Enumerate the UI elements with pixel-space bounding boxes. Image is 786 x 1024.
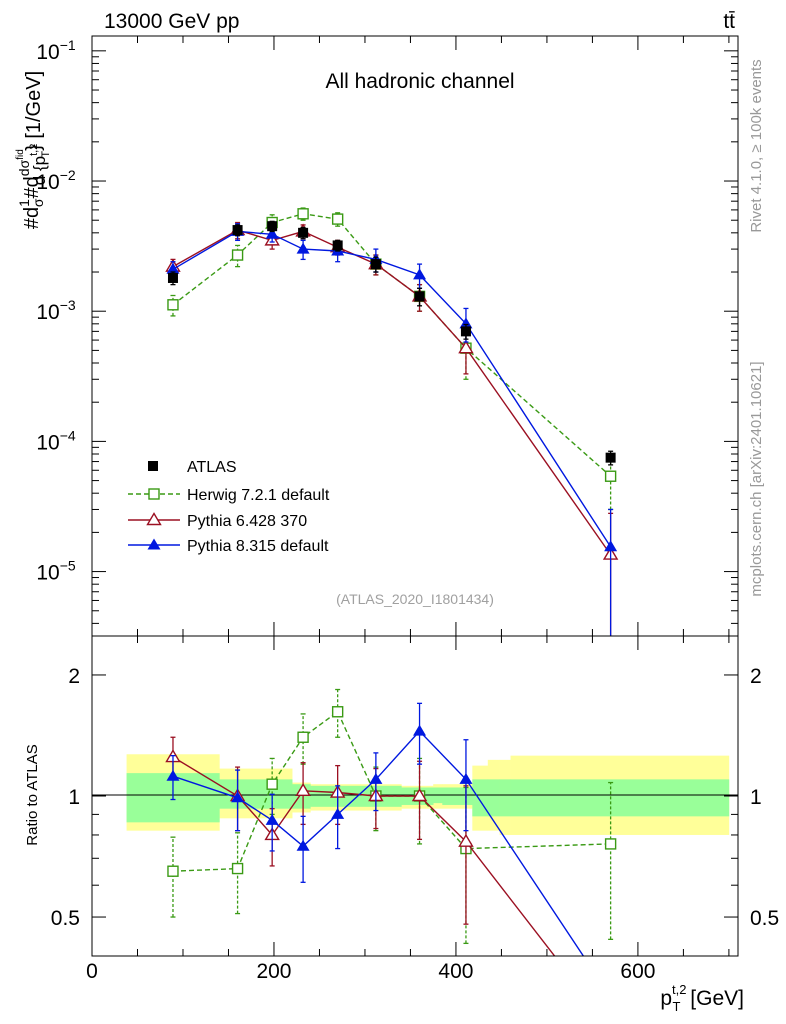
main-panel: 10−1 10−2 10−3 10−4 10−5 All hadronic channe… bbox=[15, 35, 739, 637]
main-point-atlas bbox=[267, 221, 278, 232]
ratio-y-tick-label-right: 2 bbox=[750, 665, 762, 688]
x-axis-label: pt,2 T [GeV] bbox=[660, 982, 744, 1014]
main-series-layer bbox=[165, 207, 619, 636]
ratio-point-herwig bbox=[266, 778, 278, 790]
main-point-pythia8 bbox=[604, 540, 618, 552]
main-point-atlas bbox=[298, 227, 309, 238]
ratio-y-axis-label: Ratio to ATLAS bbox=[24, 744, 41, 845]
ratio-series-layer bbox=[165, 688, 617, 974]
watermark: (ATLAS_2020_I1801434) bbox=[336, 591, 494, 607]
ratio-point-pythia8 bbox=[265, 813, 279, 825]
main-y-tick-label: 10−3 bbox=[36, 297, 76, 324]
main-point-atlas bbox=[332, 240, 343, 251]
main-title: All hadronic channel bbox=[325, 70, 514, 93]
ratio-point-pythia8 bbox=[331, 807, 345, 819]
ratio-axes: 0.5 0.5 1 1 2 2 0 200 400 600 bbox=[51, 636, 779, 983]
ratio-y-tick-label: 0.5 bbox=[51, 907, 80, 930]
main-point-pythia8 bbox=[265, 227, 279, 239]
main-y-tick-label: 10−2 bbox=[36, 167, 76, 194]
legend-label-pythia8: Pythia 8.315 default bbox=[187, 538, 329, 555]
x-tick-label: 400 bbox=[438, 960, 473, 983]
ratio-point-herwig bbox=[604, 838, 617, 850]
ratio-point-pythia6 bbox=[295, 782, 311, 797]
main-point-atlas bbox=[414, 291, 425, 302]
main-point-atlas bbox=[605, 452, 616, 463]
ratio-point-herwig bbox=[331, 706, 344, 718]
x-tick-label: 200 bbox=[256, 960, 291, 983]
ratio-point-pythia8 bbox=[413, 724, 427, 736]
ratio-point-pythia6 bbox=[559, 963, 572, 974]
legend-marker-pythia6 bbox=[146, 512, 162, 526]
ratio-point-pythia8 bbox=[586, 963, 599, 974]
main-point-atlas bbox=[460, 326, 471, 337]
ratio-y-tick-label-right: 0.5 bbox=[750, 907, 779, 930]
main-point-herwig bbox=[297, 208, 309, 220]
main-axes: 10−1 10−2 10−3 10−4 10−5 bbox=[36, 36, 738, 636]
ratio-point-pythia8 bbox=[166, 769, 180, 781]
legend-label-atlas: ATLAS bbox=[187, 459, 237, 476]
main-point-pythia8 bbox=[296, 242, 310, 254]
legend-label-pythia6: Pythia 6.428 370 bbox=[187, 513, 307, 530]
ratio-point-pythia6 bbox=[458, 833, 474, 847]
main-y-tick-label: 10−5 bbox=[36, 558, 76, 585]
legend-marker-atlas bbox=[148, 461, 158, 471]
ratio-point-herwig bbox=[167, 865, 179, 877]
main-point-herwig bbox=[604, 470, 617, 482]
ratio-frame bbox=[91, 635, 739, 957]
band-inner-bin bbox=[487, 779, 500, 817]
ratio-y-tick-label: 1 bbox=[68, 786, 80, 809]
main-point-atlas bbox=[232, 225, 243, 236]
ratio-panel: 0.5 0.5 1 1 2 2 0 200 400 600 Ratio to ATLAS pt,2… bbox=[24, 635, 779, 1014]
y-axis-label: #d1σ#ddσfidd {pt,2T} [1/GeV] bbox=[15, 71, 52, 229]
ratio-point-pythia6 bbox=[411, 788, 428, 802]
collision-label: 13000 GeV pp bbox=[104, 10, 239, 33]
main-point-pythia8 bbox=[413, 268, 427, 280]
ratio-point-pythia8 bbox=[231, 791, 245, 803]
mcplots-label: mcplots.cern.ch [arXiv:2401.10621] bbox=[748, 361, 765, 596]
process-label: tt̄ bbox=[723, 10, 735, 33]
band-inner-bin bbox=[499, 779, 511, 817]
ratio-point-herwig bbox=[231, 862, 244, 875]
main-point-pythia6 bbox=[458, 340, 474, 354]
ratio-point-pythia8 bbox=[459, 772, 473, 784]
legend-marker-pythia8 bbox=[147, 538, 161, 550]
ratio-point-herwig bbox=[297, 731, 309, 743]
main-series-atlas bbox=[167, 220, 616, 466]
band-inner-bin bbox=[219, 779, 293, 809]
main-point-atlas bbox=[167, 272, 178, 283]
legend: ATLAS Herwig 7.2.1 default Pythia 6.428 37… bbox=[128, 459, 330, 555]
ratio-y-tick-label-right: 1 bbox=[750, 786, 762, 809]
main-y-tick-label: 10−4 bbox=[36, 427, 76, 454]
legend-label-herwig: Herwig 7.2.1 default bbox=[187, 487, 330, 504]
main-point-pythia8 bbox=[459, 317, 473, 329]
main-point-atlas bbox=[370, 259, 381, 270]
main-point-herwig bbox=[331, 213, 344, 225]
band-inner-bin bbox=[472, 779, 489, 817]
main-point-herwig bbox=[231, 249, 244, 261]
x-tick-label: 600 bbox=[620, 960, 655, 983]
ratio-y-tick-label: 2 bbox=[68, 665, 80, 688]
band-inner-bin bbox=[442, 787, 473, 805]
legend-marker-herwig bbox=[148, 488, 160, 500]
rivet-version-label: Rivet 4.1.0, ≥ 100k events bbox=[748, 59, 765, 232]
main-line-pythia6 bbox=[172, 229, 612, 556]
ratio-point-pythia8 bbox=[369, 772, 383, 784]
ratio-point-pythia8 bbox=[296, 839, 310, 851]
x-axis-label-text: pt,2 T [GeV] bbox=[660, 982, 744, 1014]
main-point-pythia8 bbox=[166, 262, 180, 274]
main-y-tick-label: 10−1 bbox=[36, 37, 76, 64]
x-tick-label: 0 bbox=[86, 960, 98, 983]
y-axis-label-text: #d1σ#ddσfidd {pt,2T} [1/GeV] bbox=[15, 71, 52, 229]
band-inner-bin bbox=[510, 779, 730, 817]
ratio-series-pythia8 bbox=[166, 702, 599, 974]
main-point-herwig bbox=[167, 299, 179, 311]
